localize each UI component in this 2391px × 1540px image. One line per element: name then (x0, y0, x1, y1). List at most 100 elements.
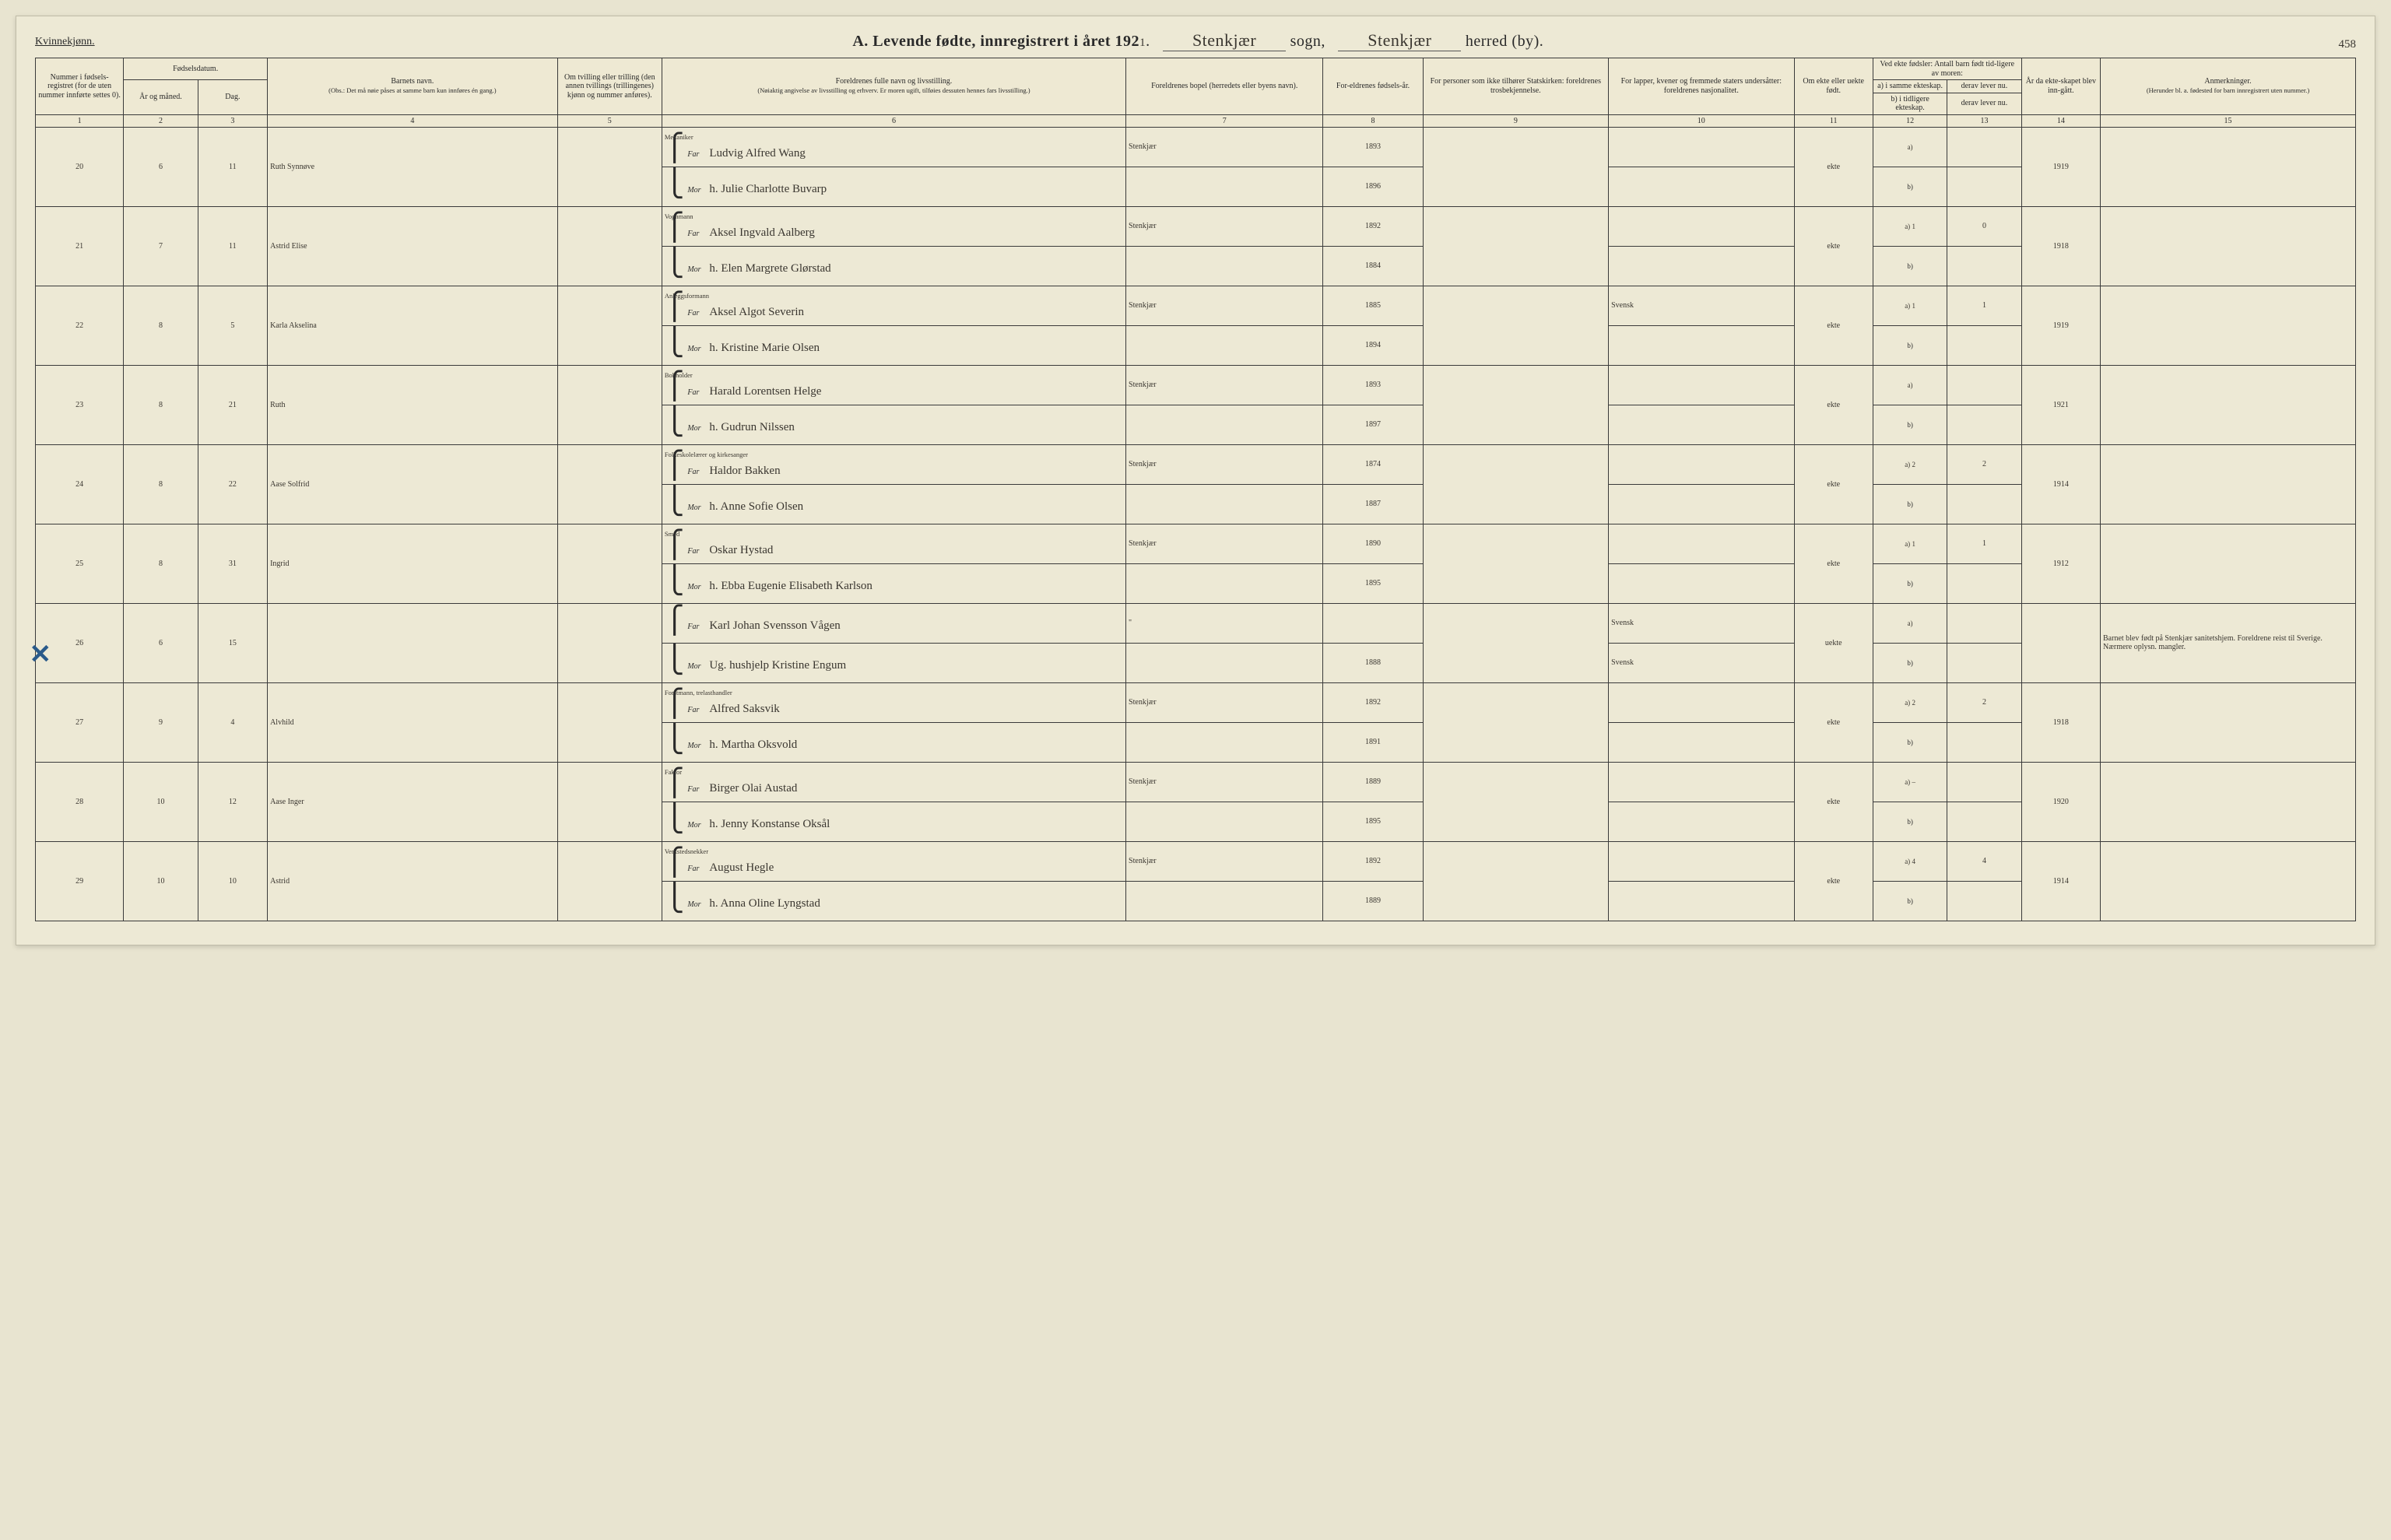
cell-month: 6 (124, 127, 198, 206)
cell-child: Aase Inger (268, 762, 558, 841)
cell-far: Vognmann⎧Far Aksel Ingvald Aalberg (662, 206, 1125, 246)
cell-12b (1873, 484, 1947, 524)
far-label: Far (687, 230, 706, 238)
cell-far: Smed⎧Far Oskar Hystad (662, 524, 1125, 563)
sub-b-label (1876, 183, 1944, 191)
cell-tros (1423, 444, 1608, 524)
cell-nat-far (1609, 524, 1794, 563)
table-row: 21711Astrid EliseVognmann⎧Far Aksel Ingv… (36, 206, 2356, 246)
cell-ekte: ekte (1794, 841, 1873, 921)
cell-num: 23 (36, 365, 124, 444)
cell-13b (1947, 643, 2021, 682)
sub-a-label: 2 (1876, 699, 1944, 707)
cell-13a (1947, 762, 2021, 802)
cell-ekte: ekte (1794, 127, 1873, 206)
cell-mor: ⎩Mor h. Ebba Eugenie Elisabeth Karlson (662, 563, 1125, 603)
cell-marr: 1920 (2021, 762, 2100, 841)
cell-far: Verkstedsnekker⎧Far August Hegle (662, 841, 1125, 881)
mor-label: Mor (687, 424, 706, 433)
cell-mor: ⎩Mor h. Kristine Marie Olsen (662, 325, 1125, 365)
cell-far-year: 1890 (1323, 524, 1423, 563)
brace-icon: ⎩ (665, 653, 685, 668)
cell-13b (1947, 802, 2021, 841)
col-8: For-eldrenes fødsels-år. (1323, 58, 1423, 115)
register-table: Nummer i fødsels-registret (for de uten … (35, 58, 2356, 921)
cell-mor-year: 1895 (1323, 563, 1423, 603)
coln-10: 10 (1609, 114, 1794, 127)
page-header: Kvinnekjønn. A. Levende fødte, innregist… (35, 30, 2356, 51)
sub-b-label (1876, 659, 1944, 667)
mor-name: h. Kristine Marie Olsen (709, 342, 820, 355)
mor-label: Mor (687, 821, 706, 830)
mor-label: Mor (687, 662, 706, 671)
col-10: For lapper, kvener og fremmede staters u… (1609, 58, 1794, 115)
cell-bopel: Stenkjær (1126, 682, 1323, 722)
cell-twin (557, 365, 662, 444)
brace-icon: ⎩ (665, 574, 685, 589)
mor-name: h. Anne Sofie Olsen (709, 500, 803, 514)
cell-mor-year: 1884 (1323, 246, 1423, 286)
cell-ekte: ekte (1794, 444, 1873, 524)
brace-icon: ⎩ (665, 415, 685, 430)
coln-6: 6 (662, 114, 1125, 127)
far-name: Aksel Ingvald Aalberg (709, 226, 815, 240)
cell-mor: ⎩Mor h. Gudrun Nilssen (662, 405, 1125, 444)
cell-nat-mor (1609, 325, 1794, 365)
cell-marr: 1914 (2021, 841, 2100, 921)
far-occupation: Vognmann (665, 212, 1123, 220)
cell-bopel: Stenkjær (1126, 286, 1323, 325)
far-label: Far (687, 706, 706, 714)
col-13a: derav lever nu. (1947, 80, 2021, 93)
cell-13a: 2 (1947, 682, 2021, 722)
sogn-value: Stenkjær (1163, 30, 1286, 51)
column-number-row: 1 2 3 4 5 6 7 8 9 10 11 12 13 14 15 (36, 114, 2356, 127)
cell-day: 10 (198, 841, 267, 921)
col-4-note: (Obs.: Det må nøie påses at samme barn k… (328, 86, 497, 94)
mor-name: h. Julie Charlotte Buvarp (709, 183, 827, 196)
cell-12b (1873, 643, 1947, 682)
cell-child: Alvhild (268, 682, 558, 762)
cell-13b (1947, 484, 2021, 524)
cell-tros (1423, 524, 1608, 603)
col-9: For personer som ikke tilhører Statskirk… (1423, 58, 1608, 115)
cell-12a: 1 (1873, 286, 1947, 325)
cell-13b (1947, 405, 2021, 444)
cell-bopel-mor (1126, 246, 1323, 286)
cell-note (2101, 127, 2356, 206)
cell-num: 20 (36, 127, 124, 206)
cell-child: Aase Solfrid (268, 444, 558, 524)
far-label: Far (687, 468, 706, 476)
col-15: Anmerkninger. (Herunder bl. a. fødested … (2101, 58, 2356, 115)
cell-num: 29 (36, 841, 124, 921)
cell-13b (1947, 563, 2021, 603)
brace-icon: ⎧ (665, 458, 685, 474)
herred-value: Stenkjær (1338, 30, 1461, 51)
mor-label: Mor (687, 186, 706, 195)
col-11: Om ekte eller uekte født. (1794, 58, 1873, 115)
cell-ekte: uekte (1794, 603, 1873, 682)
cell-12a: 4 (1873, 841, 1947, 881)
cell-bopel-mor (1126, 802, 1323, 841)
cell-mor: ⎩Mor h. Elen Margrete Glørstad (662, 246, 1125, 286)
coln-13: 13 (1947, 114, 2021, 127)
cell-ekte: ekte (1794, 762, 1873, 841)
sub-b-label (1876, 421, 1944, 429)
cell-tros (1423, 603, 1608, 682)
herred-label: herred (by). (1466, 33, 1543, 50)
cell-ekte: ekte (1794, 524, 1873, 603)
sub-b-label (1876, 897, 1944, 905)
far-name: Birger Olai Austad (709, 782, 797, 795)
sub-a-label: 4 (1876, 858, 1944, 865)
col-14: År da ekte-skapet blev inn-gått. (2021, 58, 2100, 115)
far-occupation: Smed (665, 530, 1123, 538)
sub-a-label: 1 (1876, 302, 1944, 310)
cell-12a (1873, 365, 1947, 405)
cell-month: 8 (124, 365, 198, 444)
cell-nat-mor (1609, 802, 1794, 841)
cell-bopel-mor (1126, 881, 1323, 921)
col-1: Nummer i fødsels-registret (for de uten … (36, 58, 124, 115)
cell-bopel-mor (1126, 325, 1323, 365)
cell-tros (1423, 206, 1608, 286)
cell-month: 7 (124, 206, 198, 286)
far-name: Ludvig Alfred Wang (709, 147, 806, 160)
